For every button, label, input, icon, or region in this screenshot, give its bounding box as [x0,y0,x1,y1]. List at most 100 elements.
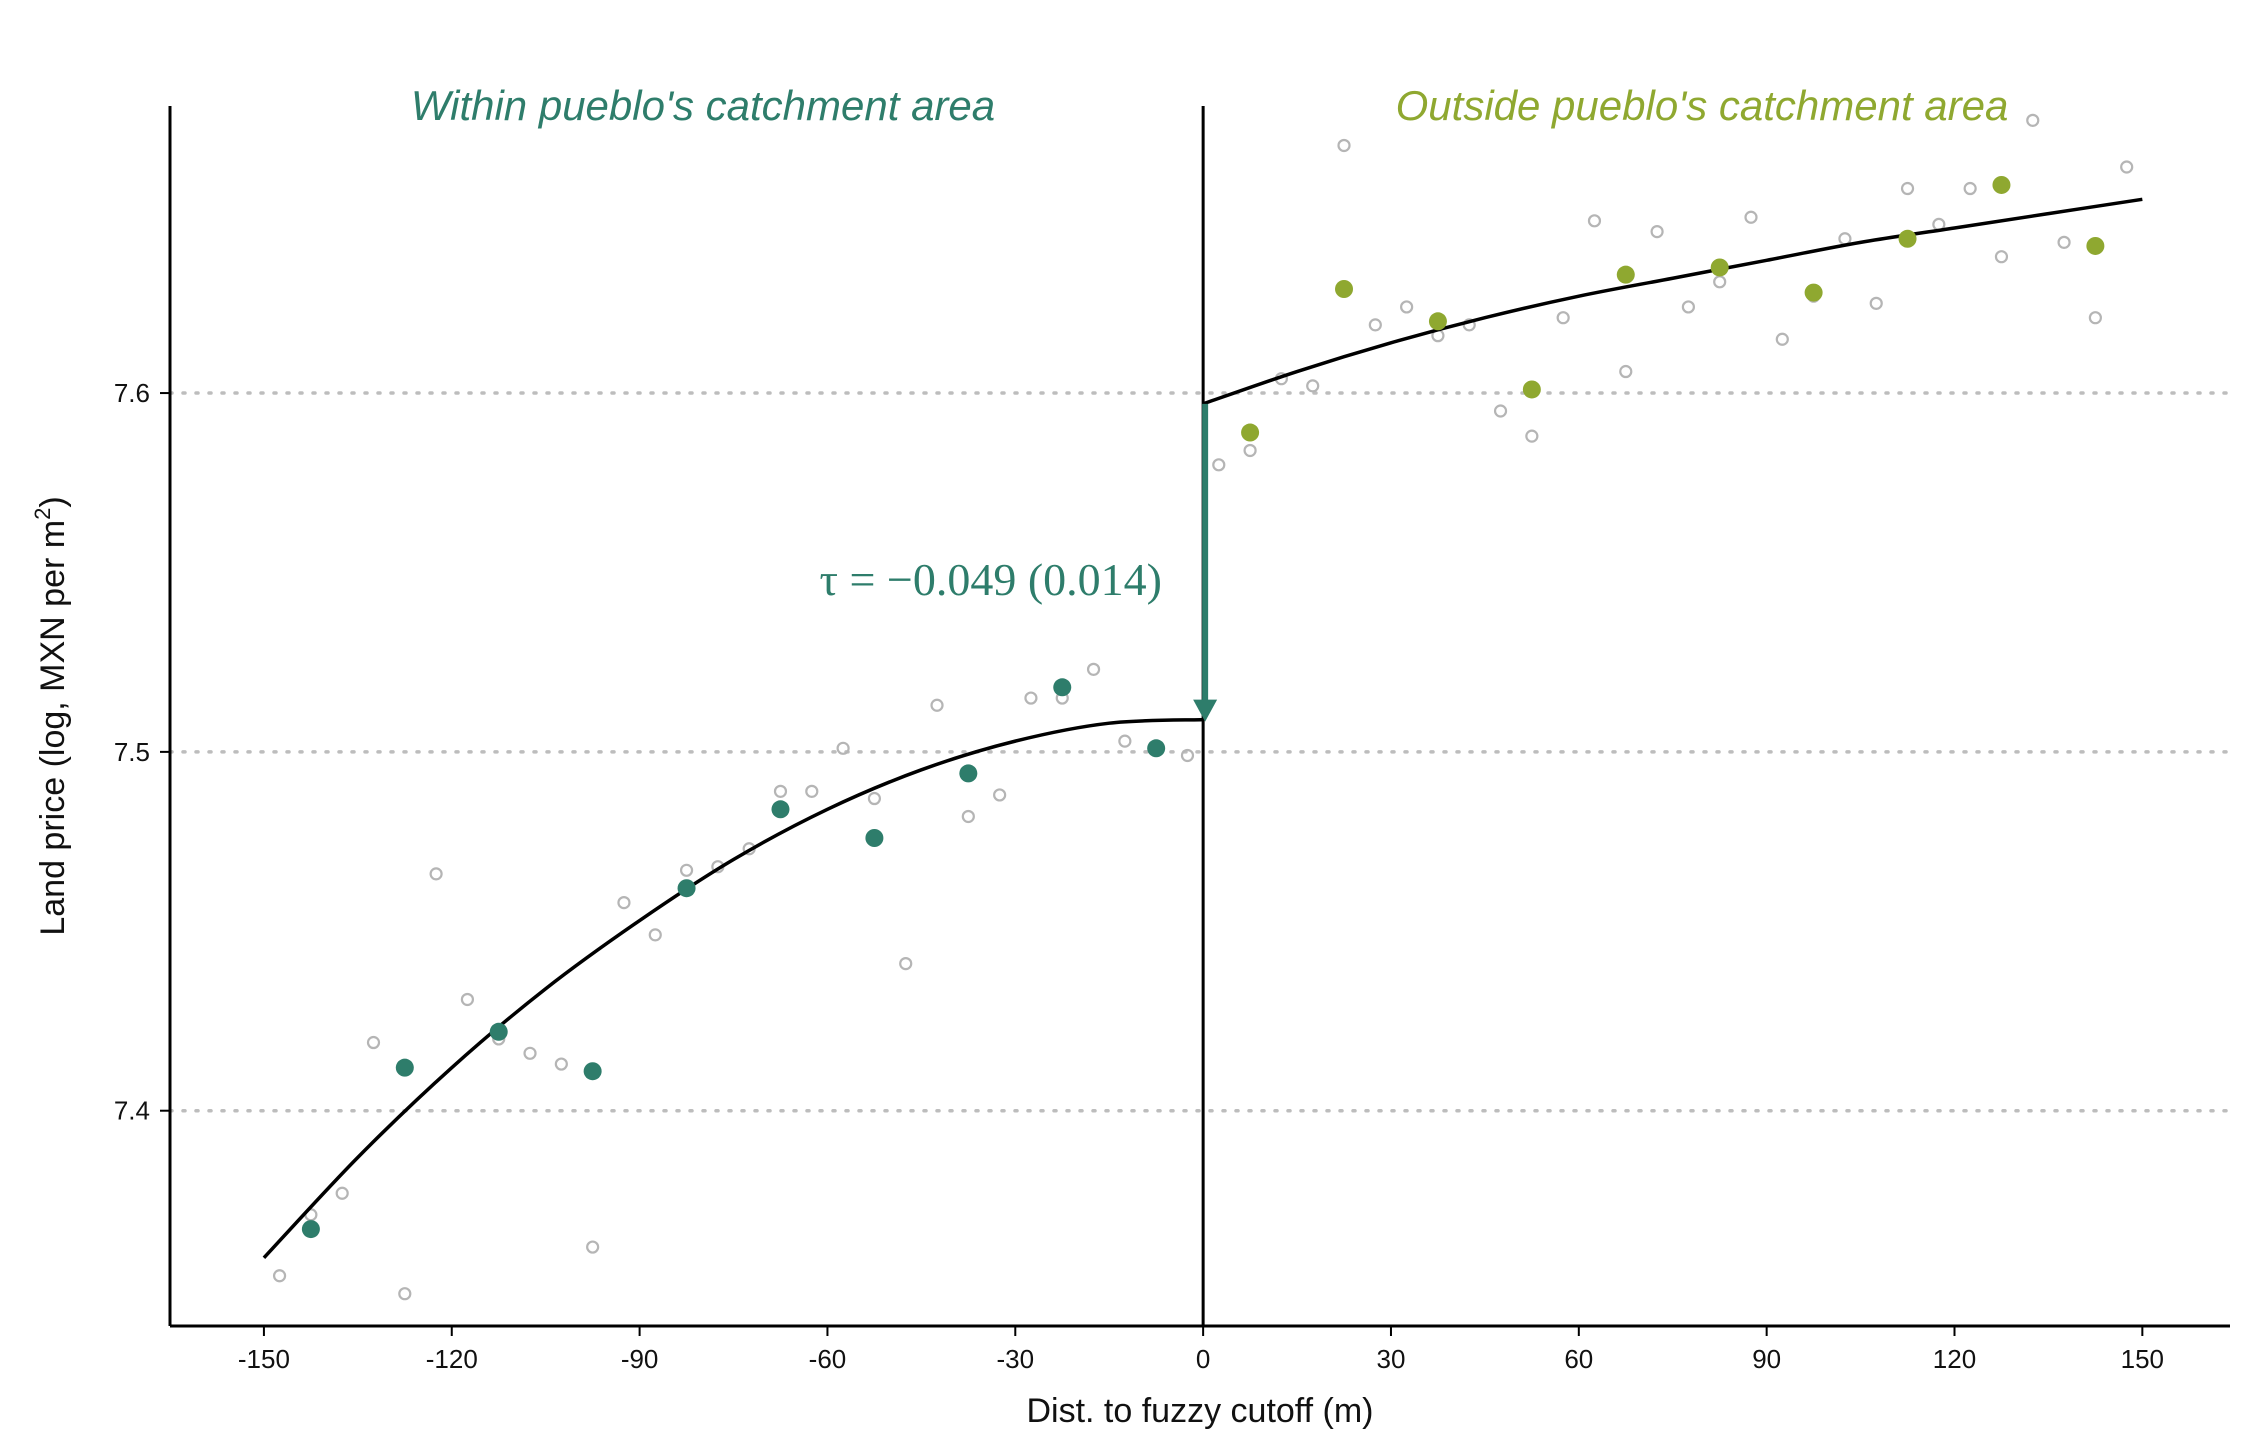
raw-point [1243,443,1257,458]
binned-right-point [1992,175,2011,194]
raw-point [1180,748,1195,763]
binned-right-point [1428,312,1447,331]
x-tick-label: -150 [238,1344,290,1374]
raw-point [648,928,662,942]
y-axis-title-superscript: 2 [30,508,55,520]
raw-point [2026,113,2040,127]
x-tick-label: 120 [1933,1344,1976,1374]
x-tick-label: -30 [996,1344,1034,1374]
binned-right-point [2086,236,2105,255]
binned-points [301,175,2105,1239]
binned-left-point [959,764,978,783]
binned-left-point [489,1022,508,1041]
y-axis-title: Land price (log, MXN per m2) [30,496,72,935]
raw-point [1400,300,1414,314]
binned-left-point [395,1058,414,1077]
raw-point [398,1287,412,1301]
effect-arrow [1193,403,1218,722]
binned-left-point [1147,739,1166,758]
axes [168,106,2230,1328]
raw-point [1024,691,1038,705]
raw-point [523,1046,537,1060]
raw-point [836,741,850,755]
raw-point [961,809,975,824]
region-label-left: Within pueblo's catchment area [411,82,995,129]
raw-point [2088,311,2102,325]
raw-point [1838,232,1852,246]
raw-point [1775,332,1789,346]
raw-point [2120,160,2134,174]
raw-point [1493,404,1508,418]
binned-right-point [1241,423,1260,442]
raw-point [335,1186,349,1200]
binned-right-point [1335,280,1354,298]
binned-right-point [1710,258,1729,277]
binned-left-point [1053,678,1072,697]
raw-point [1368,318,1382,332]
raw-point [1994,250,2009,264]
raw-point [586,1240,600,1254]
raw-points [272,113,2134,1301]
raw-point [1869,296,1883,310]
binned-left-point [583,1062,602,1081]
x-axis-title: Dist. to fuzzy cutoff (m) [1026,1392,1373,1430]
raw-point [993,788,1007,802]
raw-point [1900,181,1915,196]
x-tick-label: 60 [1564,1344,1593,1374]
tick-labels: -150 -120 -90 -60 -30 0 30 60 90 120 150 7.4 7.5 7.6 [114,378,2164,1374]
raw-point [867,791,882,806]
raw-point [1556,311,1570,325]
gridlines [168,391,2232,1113]
raw-point [1587,214,1602,228]
raw-point [429,867,443,881]
raw-point [1462,318,1476,332]
raw-point [899,956,913,971]
binned-left-point [677,879,696,898]
y-axis-title-main: Land price (log, MXN per m [34,520,72,936]
binned-left-point [865,829,884,847]
raw-point [1619,364,1633,379]
raw-point [1744,210,1758,224]
raw-point [272,1269,287,1283]
binned-left-point [771,800,790,819]
y-axis-title-close: ) [34,496,72,507]
raw-point [460,992,475,1007]
raw-point [366,1035,381,1050]
fit-left-line [262,717,1204,1260]
raw-point [805,784,819,798]
raw-point [1525,429,1539,443]
raw-point [1212,458,1226,472]
x-tick-label: 90 [1752,1344,1781,1374]
raw-point [554,1057,568,1071]
raw-point [1713,275,1727,289]
y-tick-label: 7.6 [114,378,150,408]
raw-point [1337,138,1351,153]
raw-point [1963,181,1977,196]
raw-point [1650,224,1664,239]
raw-point [930,698,944,712]
effect-arrow-head [1193,699,1218,722]
raw-point [1681,300,1695,314]
x-tick-label: -60 [809,1344,847,1374]
raw-point [1086,662,1101,676]
x-tick-label: -120 [426,1344,478,1374]
binned-left-point [301,1220,320,1239]
x-tick-label: 150 [2121,1344,2164,1374]
tau-annotation: τ = −0.049 (0.014) [819,554,1162,605]
raw-point [2057,235,2071,249]
fit-lines [262,197,2143,1260]
x-tick-label: 0 [1196,1344,1210,1374]
raw-point [1306,379,1320,393]
fit-right-line [1202,197,2143,406]
binned-right-point [1522,380,1541,399]
raw-point [773,784,788,798]
x-tick-label: -90 [621,1344,659,1374]
y-tick-label: 7.4 [114,1096,150,1126]
raw-point [679,863,694,877]
y-tick-label: 7.5 [114,737,150,767]
binned-right-point [1616,265,1635,284]
region-label-right: Outside pueblo's catchment area [1396,82,2009,129]
binned-right-point [1804,283,1823,302]
x-tick-label: 30 [1377,1344,1406,1374]
